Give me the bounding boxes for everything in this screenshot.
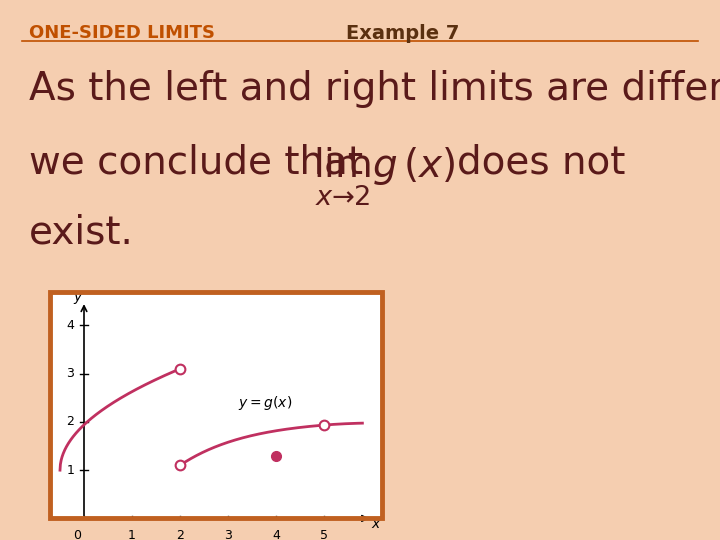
Text: Example 7: Example 7	[346, 24, 459, 43]
Text: 4: 4	[272, 529, 280, 540]
Text: 1: 1	[128, 529, 136, 540]
Text: does not: does not	[457, 143, 626, 181]
Text: 4: 4	[66, 319, 74, 332]
Text: $y$: $y$	[73, 292, 84, 306]
Text: 5: 5	[320, 529, 328, 540]
Text: exist.: exist.	[29, 213, 134, 251]
Text: As the left and right limits are different,: As the left and right limits are differe…	[29, 70, 720, 108]
Text: we conclude that: we conclude that	[29, 143, 363, 181]
Text: 2: 2	[66, 415, 74, 428]
Text: 1: 1	[66, 464, 74, 477]
Text: 3: 3	[224, 529, 232, 540]
Text: 2: 2	[176, 529, 184, 540]
Text: $\lim_{x \to 2} g\,(x)$: $\lim_{x \to 2} g\,(x)$	[313, 146, 456, 208]
Text: 3: 3	[66, 367, 74, 380]
Text: 0: 0	[73, 529, 81, 540]
Text: $y = g(x)$: $y = g(x)$	[238, 394, 292, 411]
Text: ONE-SIDED LIMITS: ONE-SIDED LIMITS	[29, 24, 215, 42]
Text: $x$: $x$	[372, 517, 382, 531]
